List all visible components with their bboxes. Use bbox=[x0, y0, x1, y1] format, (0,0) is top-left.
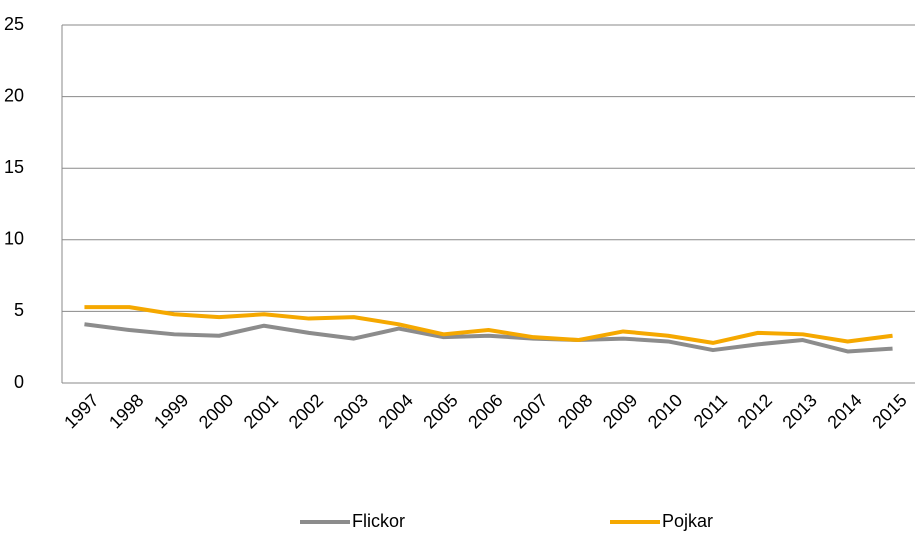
x-tick-label: 1997 bbox=[60, 390, 102, 432]
x-tick-label: 2012 bbox=[734, 390, 776, 432]
x-tick-label: 2007 bbox=[509, 390, 551, 432]
y-tick-label: 25 bbox=[4, 14, 24, 34]
x-tick-label: 2003 bbox=[330, 390, 372, 432]
y-tick-label: 10 bbox=[4, 229, 24, 249]
y-tick-label: 5 bbox=[14, 300, 24, 320]
y-tick-label: 0 bbox=[14, 372, 24, 392]
x-tick-label: 1998 bbox=[105, 390, 147, 432]
y-tick-label: 15 bbox=[4, 157, 24, 177]
x-tick-label: 2010 bbox=[644, 390, 686, 432]
series-line bbox=[84, 305, 893, 345]
x-tick-label: 2014 bbox=[823, 390, 865, 432]
x-tick-label: 2015 bbox=[868, 390, 910, 432]
x-tick-label: 2011 bbox=[690, 390, 732, 432]
y-tick-label: 20 bbox=[4, 85, 24, 105]
x-tick-label: 2001 bbox=[240, 390, 282, 432]
x-tick-label: 1999 bbox=[150, 390, 192, 432]
x-tick-label: 2013 bbox=[778, 390, 820, 432]
x-tick-label: 2004 bbox=[374, 390, 416, 432]
x-tick-label: 2005 bbox=[419, 390, 461, 432]
x-tick-label: 2008 bbox=[554, 390, 596, 432]
x-tick-label: 2006 bbox=[464, 390, 506, 432]
x-tick-label: 2000 bbox=[195, 390, 237, 432]
series-line bbox=[84, 322, 893, 354]
x-tick-label: 2009 bbox=[599, 390, 641, 432]
x-tick-label: 2002 bbox=[285, 390, 327, 432]
legend-label: Pojkar bbox=[662, 511, 713, 531]
legend-label: Flickor bbox=[352, 511, 405, 531]
